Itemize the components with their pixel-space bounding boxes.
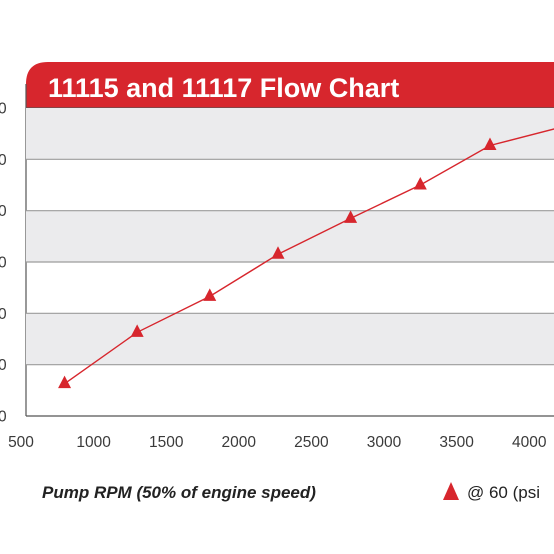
y-tick-label: 0 (0, 255, 7, 272)
legend: @ 60 (psi (443, 482, 540, 502)
x-tick-label: 3500 (439, 434, 474, 451)
grid-band (26, 108, 554, 160)
x-axis-title: Pump RPM (50% of engine speed) (42, 483, 316, 502)
series-group (58, 128, 554, 389)
data-point-triangle (130, 324, 144, 337)
x-tick-label: 2500 (294, 434, 329, 451)
chart-title: 11115 and 11117 Flow Chart (48, 73, 399, 103)
x-tick-label: 3000 (367, 434, 402, 451)
grid-bands (26, 108, 554, 365)
title-banner (26, 62, 554, 108)
data-point-triangle (483, 137, 497, 150)
x-tick-label: 2000 (222, 434, 257, 451)
data-point-triangle (271, 246, 285, 259)
y-tick-label: 0 (0, 306, 7, 323)
data-point-triangle (413, 177, 427, 190)
y-tick-label: 0 (0, 101, 7, 118)
grid-band (26, 313, 554, 365)
y-tick-labels: 0 0 0 0 0 0 0 (0, 101, 7, 426)
data-point-triangle (344, 210, 358, 223)
legend-label: @ 60 (psi (467, 483, 540, 502)
x-tick-label: 4000 (512, 434, 547, 451)
series-line (64, 128, 554, 385)
legend-marker-triangle (443, 482, 459, 500)
x-tick-labels: 500 1000 1500 2000 2500 3000 3500 4000 (8, 434, 547, 451)
y-tick-label: 0 (0, 203, 7, 220)
x-tick-label: 1000 (76, 434, 111, 451)
grid-lines (26, 158, 554, 417)
y-tick-label: 0 (0, 357, 7, 374)
grid-band (26, 210, 554, 262)
data-point-triangle (203, 288, 217, 301)
x-tick-label: 1500 (149, 434, 184, 451)
y-tick-label: 0 (0, 409, 7, 426)
x-tick-label: 500 (8, 434, 34, 451)
y-tick-label: 0 (0, 152, 7, 169)
data-point-triangle (58, 375, 72, 389)
